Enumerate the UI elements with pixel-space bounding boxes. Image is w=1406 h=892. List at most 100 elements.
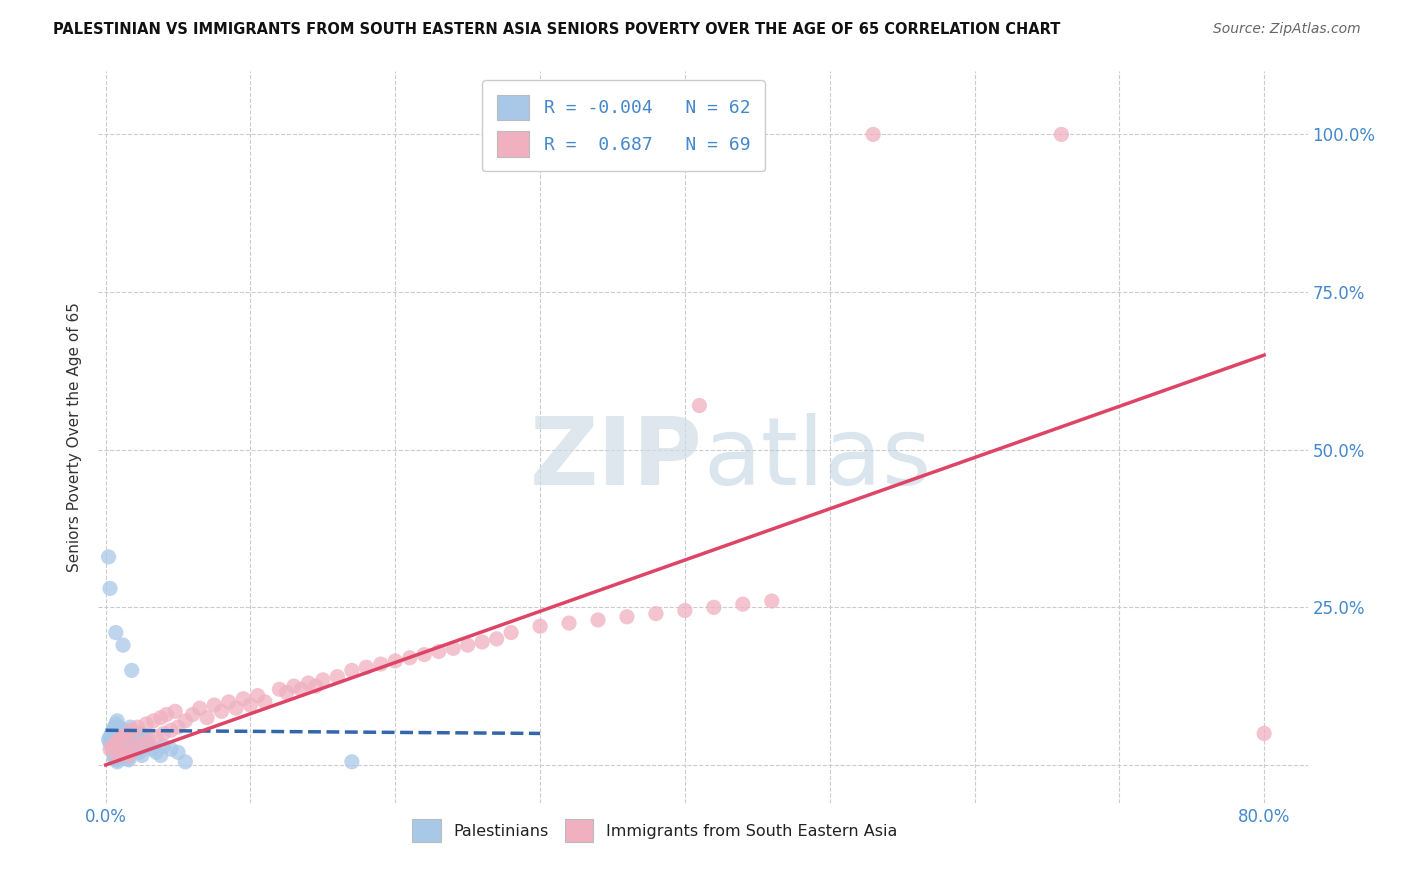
Point — [398, 650, 420, 665]
Point — [127, 720, 149, 734]
Point — [108, 723, 131, 738]
Point — [108, 726, 131, 740]
Point — [145, 730, 167, 744]
Point — [441, 641, 464, 656]
Point — [115, 742, 138, 756]
Point — [174, 714, 197, 728]
Point — [761, 594, 783, 608]
Point — [586, 613, 609, 627]
Point — [138, 739, 160, 753]
Point — [105, 748, 128, 763]
Point — [122, 730, 145, 744]
Point — [703, 600, 725, 615]
Text: Source: ZipAtlas.com: Source: ZipAtlas.com — [1213, 22, 1361, 37]
Point — [114, 745, 136, 759]
Point — [485, 632, 508, 646]
Y-axis label: Seniors Poverty Over the Age of 65: Seniors Poverty Over the Age of 65 — [67, 302, 83, 572]
Point — [121, 723, 143, 738]
Point — [356, 660, 378, 674]
Point — [112, 742, 135, 756]
Point — [427, 644, 450, 658]
Point — [471, 635, 494, 649]
Point — [107, 748, 129, 763]
Point — [225, 701, 247, 715]
Point — [155, 707, 177, 722]
Point — [108, 745, 131, 759]
Point — [121, 742, 143, 756]
Point — [134, 732, 156, 747]
Text: ZIP: ZIP — [530, 413, 703, 505]
Point — [246, 689, 269, 703]
Point — [124, 732, 146, 747]
Point — [118, 726, 141, 740]
Point — [135, 717, 157, 731]
Point — [121, 739, 143, 753]
Point — [218, 695, 240, 709]
Point — [107, 720, 129, 734]
Point — [276, 685, 298, 699]
Point — [132, 730, 155, 744]
Point — [100, 726, 122, 740]
Point — [149, 748, 172, 763]
Point — [117, 726, 139, 740]
Point — [127, 742, 149, 756]
Point — [174, 755, 197, 769]
Point — [103, 748, 125, 763]
Point — [645, 607, 668, 621]
Point — [145, 745, 167, 759]
Point — [120, 736, 142, 750]
Point — [253, 695, 276, 709]
Point — [283, 679, 305, 693]
Point — [114, 723, 136, 738]
Point — [1253, 726, 1275, 740]
Point — [269, 682, 291, 697]
Point — [100, 739, 122, 753]
Point — [370, 657, 392, 671]
Point — [98, 582, 121, 596]
Point — [159, 723, 181, 738]
Point — [98, 730, 121, 744]
Point — [124, 736, 146, 750]
Point — [105, 755, 128, 769]
Point — [149, 711, 172, 725]
Point — [167, 745, 190, 759]
Point — [529, 619, 551, 633]
Point — [110, 736, 132, 750]
Point — [558, 616, 581, 631]
Point — [138, 732, 160, 747]
Point — [112, 730, 135, 744]
Point — [101, 739, 124, 753]
Point — [616, 609, 638, 624]
Point — [142, 714, 165, 728]
Point — [731, 597, 754, 611]
Point — [120, 720, 142, 734]
Text: atlas: atlas — [703, 413, 931, 505]
Point — [312, 673, 335, 687]
Point — [97, 549, 120, 564]
Point — [340, 664, 363, 678]
Point — [129, 726, 152, 740]
Point — [104, 717, 127, 731]
Point — [232, 691, 254, 706]
Point — [688, 399, 710, 413]
Point — [501, 625, 523, 640]
Point — [141, 742, 163, 756]
Point — [413, 648, 436, 662]
Point — [105, 714, 128, 728]
Point — [105, 753, 128, 767]
Point — [239, 698, 262, 712]
Point — [152, 739, 174, 753]
Point — [384, 654, 406, 668]
Point — [98, 736, 121, 750]
Point — [297, 676, 319, 690]
Point — [112, 638, 135, 652]
Point — [1050, 128, 1073, 142]
Point — [128, 745, 150, 759]
Point — [181, 707, 204, 722]
Point — [103, 720, 125, 734]
Point — [118, 748, 141, 763]
Point — [104, 736, 127, 750]
Point — [131, 736, 153, 750]
Point — [103, 752, 125, 766]
Point — [101, 742, 124, 756]
